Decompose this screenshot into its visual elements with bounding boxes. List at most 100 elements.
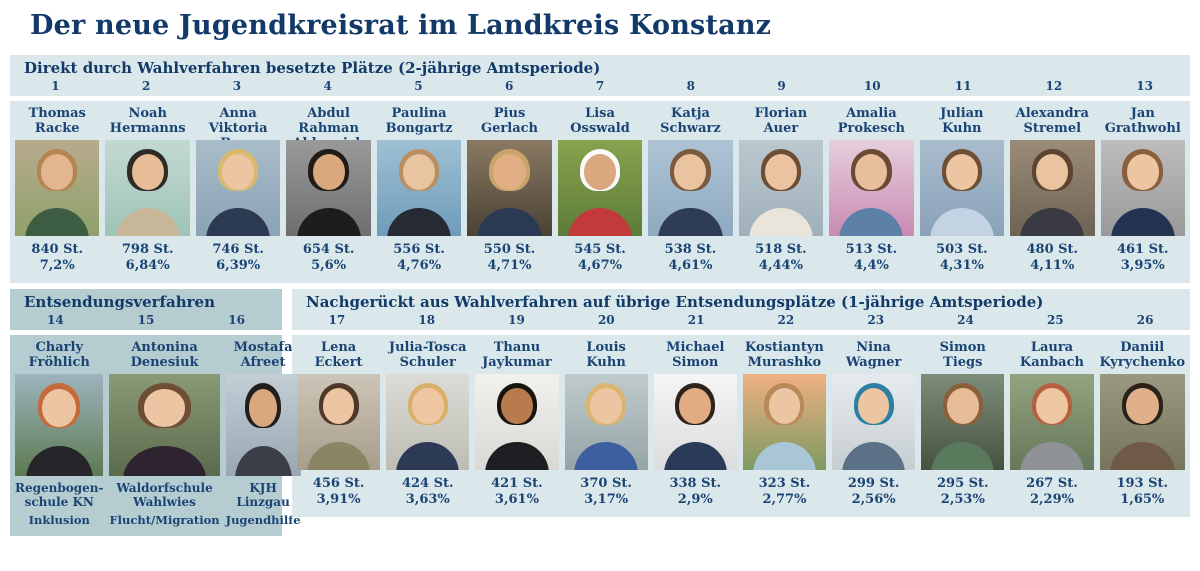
person-face xyxy=(1126,388,1159,424)
person-shoulders xyxy=(931,442,995,470)
member-category: Flucht/Migration xyxy=(109,513,220,527)
member-card: Abdul RahmanAldarwish 654 St.5,6% xyxy=(283,106,373,274)
member-photo xyxy=(467,140,552,236)
vote-percent: 2,53% xyxy=(940,492,985,507)
vote-count: 267 St. xyxy=(1026,476,1078,491)
person-shoulders xyxy=(748,208,813,236)
member-last-name: Simon xyxy=(672,355,719,370)
person-shoulders xyxy=(234,446,292,476)
member-name: Nina Wagner xyxy=(832,340,915,372)
member-card: Michael Simon 338 St. 2,9% xyxy=(651,340,740,508)
person-shoulders xyxy=(485,442,549,470)
seat-number: 5 xyxy=(414,79,423,93)
member-name: Michael Simon xyxy=(654,340,737,372)
vote-count: 513 St. xyxy=(845,242,898,257)
organisation-line1: Waldorfschule xyxy=(116,481,213,495)
vote-percent: 1,65% xyxy=(1120,492,1165,507)
member-first-name: Anna Viktoria xyxy=(208,106,268,136)
seat-number: 20 xyxy=(597,313,615,327)
member-last-name: Racke xyxy=(34,121,80,136)
person-shoulders xyxy=(122,446,207,476)
member-category: Jugendhilfe xyxy=(225,513,301,527)
member-first-name: Julian xyxy=(940,106,984,121)
member-name: Antonina Denesiuk xyxy=(109,340,219,372)
member-card: Anna ViktoriaBaur 746 St.6,39% xyxy=(193,106,283,274)
member-card: Julia-Tosca Schuler 424 St. 3,63% xyxy=(383,340,472,508)
person-shoulders xyxy=(296,208,361,236)
member-name: Simon Tiegs xyxy=(921,340,1004,372)
vote-count: 456 St. xyxy=(312,476,365,491)
member-card: Florian Auer 518 St. 4,44% xyxy=(736,106,826,274)
person-face xyxy=(42,389,77,428)
vote-count: 295 St. xyxy=(936,476,989,491)
member-last-name: Schuler xyxy=(399,355,456,370)
seat-number: 16 xyxy=(228,313,245,327)
person-shoulders xyxy=(1020,208,1085,236)
member-photo xyxy=(225,374,301,476)
content: Der neue Jugendkreisrat im Landkreis Kon… xyxy=(10,10,1190,536)
section-nachgerueckt-header: Nachgerückt aus Wahlverfahren auf übrige… xyxy=(292,289,1190,330)
seat-number: 18 xyxy=(418,313,436,327)
vote-count: 421 St. xyxy=(491,476,543,491)
vote-percent: 3,61% xyxy=(494,492,539,507)
member-photo xyxy=(557,140,643,236)
page-title: Der neue Jugendkreisrat im Landkreis Kon… xyxy=(30,10,772,41)
member-last-name: Afreet xyxy=(240,355,286,370)
person-shoulders xyxy=(839,208,904,236)
vote-percent: 3,63% xyxy=(405,492,450,507)
vote-percent: 6,39% xyxy=(216,258,261,273)
member-first-name: Nina xyxy=(856,340,891,355)
person-shoulders xyxy=(25,446,93,476)
vote-count: 556 St. xyxy=(393,242,445,257)
vote-percent: 7,2% xyxy=(39,258,75,273)
section-delegation-title: Entsendungsverfahren xyxy=(24,293,215,311)
person-face xyxy=(1126,154,1159,190)
member-votes: 513 St. 4,4% xyxy=(829,242,913,274)
member-name: Lisa Osswald xyxy=(558,106,642,138)
member-card: Lisa Osswald 545 St. 4,67% xyxy=(555,106,645,274)
section-delegation: Entsendungsverfahren 14 15 16 Charly Fröhli… xyxy=(10,289,301,536)
member-votes: 654 St. 5,6% xyxy=(286,242,370,274)
member-name: Thanu Jaykumar xyxy=(475,340,558,372)
vote-percent: 4,11% xyxy=(1030,258,1075,273)
organisation-line2: schule KN xyxy=(24,495,94,509)
vote-count: 480 St. xyxy=(1026,242,1079,257)
member-card: Alexandra Stremel 480 St. 4,11% xyxy=(1007,106,1097,274)
member-votes: 503 St. 4,31% xyxy=(920,242,1004,274)
person-face xyxy=(248,389,278,428)
member-name: Noah Hermanns xyxy=(105,106,189,138)
member-votes: 338 St. 2,9% xyxy=(654,476,737,508)
member-votes: 556 St. 4,76% xyxy=(377,242,461,274)
member-last-name: Kyrychenko xyxy=(1099,355,1185,370)
member-votes: 299 St. 2,56% xyxy=(832,476,915,508)
section-nachgerueckt-body: Lena Eckert 456 St. 3,91% Julia-Tosca Schuler… xyxy=(292,335,1190,517)
member-photo xyxy=(376,140,462,236)
member-first-name: Mostafa xyxy=(233,340,293,355)
member-first-name: Pius xyxy=(493,106,526,121)
member-card: Jan Grathwohl 461 St. 3,95% xyxy=(1098,106,1188,274)
person-shoulders xyxy=(658,208,723,236)
person-face xyxy=(493,154,526,190)
person-face xyxy=(222,154,255,190)
section-nachgerueckt-title: Nachgerückt aus Wahlverfahren auf übrige… xyxy=(306,293,1044,311)
member-card: Nina Wagner 299 St. 2,56% xyxy=(829,340,918,508)
member-last-name: Stremel xyxy=(1023,121,1082,136)
member-name: Julian Kuhn xyxy=(920,106,1004,138)
person-shoulders xyxy=(115,208,180,236)
seat-number: 10 xyxy=(863,79,881,93)
vote-count: 798 St. xyxy=(121,242,174,257)
member-last-name: Murashko xyxy=(747,355,822,370)
person-face xyxy=(143,389,186,428)
member-card: Louis Kuhn 370 St. 3,17% xyxy=(562,340,651,508)
vote-percent: 4,44% xyxy=(758,258,803,273)
member-votes: 840 St. 7,2% xyxy=(15,242,99,274)
member-first-name: Abdul Rahman xyxy=(298,106,359,136)
member-name: Laura Kanbach xyxy=(1010,340,1093,372)
member-photo xyxy=(829,140,914,236)
member-votes: 550 St. 4,71% xyxy=(467,242,551,274)
member-card: Pius Gerlach 550 St. 4,71% xyxy=(464,106,554,274)
person-face xyxy=(857,388,890,424)
member-first-name: Amalia xyxy=(846,106,897,121)
member-organisation: KJH Linzgau xyxy=(226,481,301,510)
